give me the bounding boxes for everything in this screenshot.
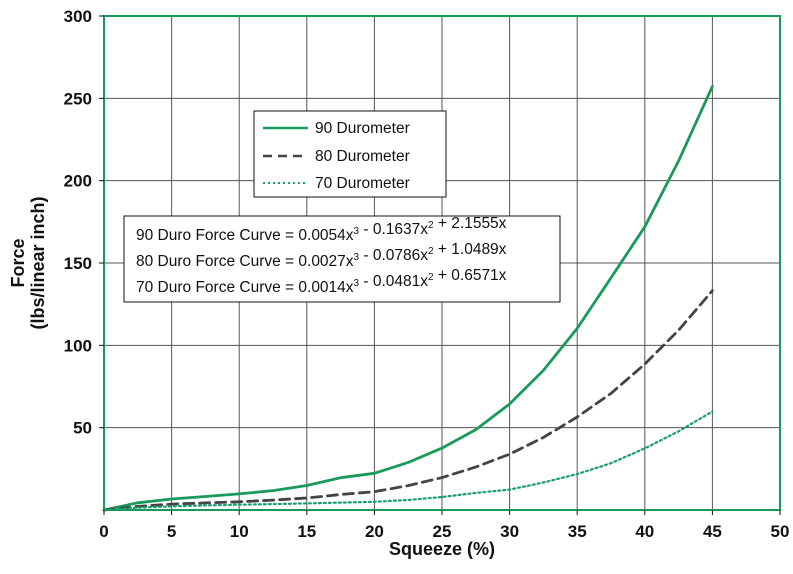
equations-box bbox=[123, 215, 561, 303]
y-tick-label: 100 bbox=[64, 336, 92, 355]
equations-box-group: 90 Duro Force Curve = 0.0054x3 - 0.1637x… bbox=[123, 215, 561, 303]
series-line-80 bbox=[102, 289, 714, 512]
legend-label-80: 80 Durometer bbox=[315, 148, 410, 165]
x-tick-label: 45 bbox=[703, 522, 722, 541]
x-tick-label: 0 bbox=[99, 522, 108, 541]
x-tick-label: 5 bbox=[167, 522, 176, 541]
x-tick-label: 35 bbox=[568, 522, 587, 541]
legend-label-70: 70 Durometer bbox=[315, 175, 410, 192]
equation-line: 70 Duro Force Curve = 0.0014x3 - 0.0481x… bbox=[136, 267, 507, 296]
equation-line: 80 Duro Force Curve = 0.0027x3 - 0.0786x… bbox=[136, 241, 507, 270]
legend: 90 Durometer 80 Durometer 70 Durometer bbox=[253, 110, 447, 198]
y-tick-label: 200 bbox=[64, 172, 92, 191]
x-tick-label: 25 bbox=[433, 522, 452, 541]
x-tick-label: 10 bbox=[230, 522, 249, 541]
legend-label-90: 90 Durometer bbox=[315, 120, 410, 137]
legend-box bbox=[253, 110, 447, 198]
x-axis-title: Squeeze (%) bbox=[389, 539, 495, 559]
tick-labels: 0 5 10 15 20 25 30 35 40 45 50 50 100 150 200 250 300 bbox=[64, 7, 790, 541]
y-axis-title: Force bbox=[8, 238, 28, 287]
y-tick-label: 250 bbox=[64, 89, 92, 108]
x-tick-label: 40 bbox=[635, 522, 654, 541]
x-tick-label: 30 bbox=[500, 522, 519, 541]
y-tick-label: 50 bbox=[73, 419, 92, 438]
series-line-90 bbox=[102, 84, 714, 512]
y-axis-title-units: (lbs/linear inch) bbox=[28, 196, 48, 329]
x-tick-label: 15 bbox=[297, 522, 316, 541]
series-group bbox=[102, 84, 714, 512]
equation-line: 90 Duro Force Curve = 0.0054x3 - 0.1637x… bbox=[136, 215, 507, 244]
y-tick-label: 150 bbox=[64, 254, 92, 273]
x-tick-label: 20 bbox=[365, 522, 384, 541]
y-tick-label: 300 bbox=[64, 7, 92, 26]
x-tick-label: 50 bbox=[771, 522, 790, 541]
series-line-70 bbox=[102, 410, 714, 512]
